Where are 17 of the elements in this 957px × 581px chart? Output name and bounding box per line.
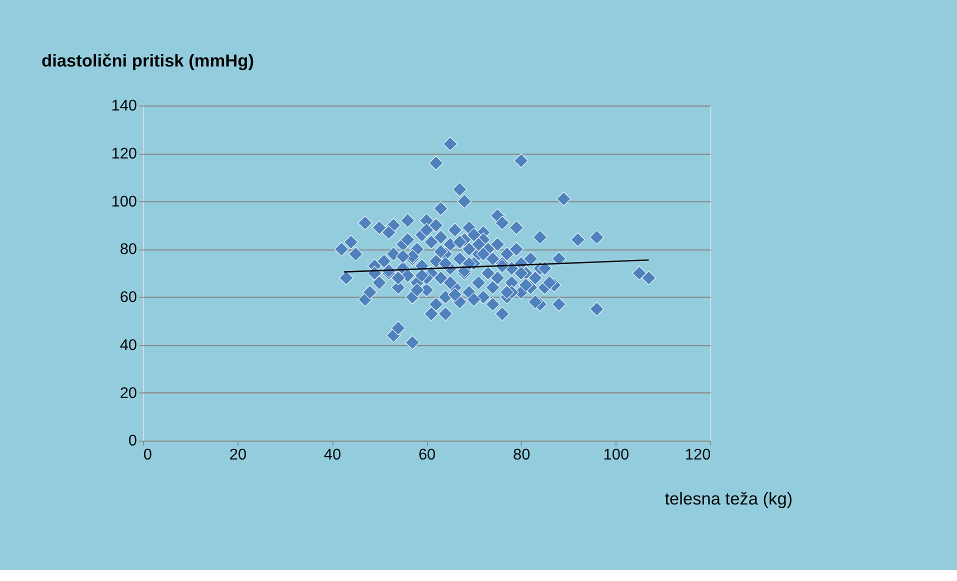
x-tick-label: 100 [603, 446, 630, 464]
y-tick-label: 60 [120, 289, 138, 306]
x-tick-label: 60 [418, 446, 436, 464]
x-tick-label: 80 [512, 446, 530, 464]
x-axis-title: telesna teža (kg) [664, 488, 793, 508]
y-tick-label: 40 [120, 336, 138, 354]
y-tick-label: 120 [111, 145, 138, 162]
x-tick-label: 0 [143, 446, 152, 464]
x-tick-label: 120 [684, 446, 711, 464]
y-tick-label: 80 [120, 241, 138, 258]
chart-title: diastolični pritisk (mmHg) [42, 50, 254, 70]
x-tick-label: 40 [324, 446, 342, 464]
x-tick-label: 20 [229, 446, 247, 464]
y-tick-label: 20 [120, 384, 138, 402]
y-tick-label: 140 [111, 98, 138, 115]
y-tick-label: 100 [111, 193, 138, 210]
y-tick-label: 0 [128, 432, 138, 450]
